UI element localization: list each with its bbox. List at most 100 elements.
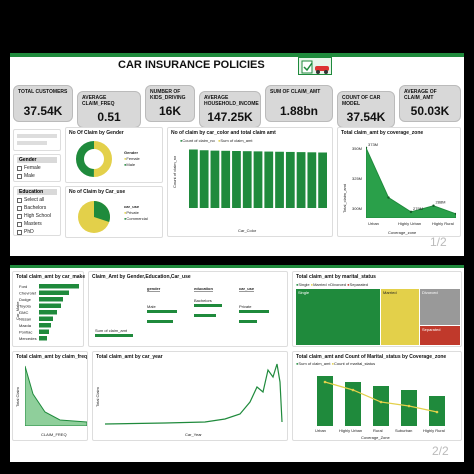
bar[interactable] bbox=[39, 310, 57, 315]
line-series[interactable] bbox=[105, 363, 283, 425]
data-point[interactable] bbox=[435, 410, 439, 414]
gender-slicer[interactable]: Gender Female Male bbox=[13, 154, 61, 182]
tree-node-bar[interactable] bbox=[147, 320, 173, 323]
bar[interactable] bbox=[264, 151, 274, 208]
tree-root-bar[interactable] bbox=[95, 334, 133, 337]
checkbox[interactable] bbox=[17, 173, 22, 179]
tree-node-header[interactable]: car_use bbox=[239, 286, 255, 292]
option-label: Select all bbox=[24, 197, 45, 203]
education-slicer-title: Education bbox=[17, 189, 57, 195]
donut-slice-male[interactable] bbox=[76, 141, 112, 177]
data-point[interactable] bbox=[379, 400, 383, 404]
checkbox[interactable] bbox=[17, 205, 22, 211]
combo-legend: ●Sum of claim_amt ●Count of marital_stat… bbox=[296, 361, 376, 366]
data-point[interactable] bbox=[454, 212, 456, 216]
treemap-tile-divorced[interactable]: Divorced bbox=[420, 289, 460, 325]
checkbox[interactable] bbox=[17, 197, 22, 203]
treemap-tile-single[interactable]: Single bbox=[296, 289, 380, 345]
bar[interactable] bbox=[39, 297, 63, 302]
kpi-label: AVERAGE OF CLAIM_AMT bbox=[404, 89, 437, 101]
bar[interactable] bbox=[210, 150, 220, 208]
bar[interactable] bbox=[296, 152, 306, 208]
education-option-bachelors[interactable]: Bachelors bbox=[17, 205, 46, 211]
tree-node-bar[interactable] bbox=[194, 304, 222, 307]
bar[interactable] bbox=[39, 316, 53, 322]
education-option-high-school[interactable]: High School bbox=[17, 213, 51, 219]
car-insurance-logo-icon bbox=[298, 57, 332, 75]
area-series[interactable] bbox=[366, 147, 456, 218]
gender-option-male[interactable]: Male bbox=[17, 173, 35, 179]
tree-node-bar[interactable] bbox=[239, 310, 269, 313]
data-point[interactable] bbox=[409, 210, 413, 214]
x-axis-label: Car_Color bbox=[238, 228, 257, 233]
bar[interactable] bbox=[39, 303, 61, 309]
bar[interactable] bbox=[345, 382, 361, 426]
legend-label: Separated bbox=[349, 282, 369, 287]
checkbox[interactable] bbox=[17, 165, 22, 171]
bar[interactable] bbox=[39, 336, 47, 341]
kpi-label: AVERAGE HOUSEHOLD_INCOME bbox=[204, 95, 259, 107]
slicer-bar[interactable] bbox=[17, 141, 47, 145]
education-option-masters[interactable]: Masters bbox=[17, 221, 42, 227]
bar[interactable] bbox=[189, 149, 198, 209]
marital-status-treemap-panel: Total claim_amt by marital_status ●Singl… bbox=[292, 271, 462, 347]
legend-label: Sum of claim_amt bbox=[220, 138, 253, 143]
option-label: Male bbox=[24, 173, 35, 179]
checkbox[interactable] bbox=[17, 213, 22, 219]
checkbox[interactable] bbox=[17, 221, 22, 227]
x-tick: Rural bbox=[373, 428, 383, 433]
x-tick: Highly Urban bbox=[398, 221, 422, 226]
checkbox[interactable] bbox=[17, 229, 22, 235]
bar[interactable] bbox=[39, 284, 79, 289]
y-tick: Chevrolet bbox=[19, 291, 37, 296]
bar[interactable] bbox=[221, 150, 231, 208]
bar[interactable] bbox=[285, 151, 295, 208]
bar[interactable] bbox=[242, 151, 252, 208]
y-tick: Pontiac bbox=[19, 330, 32, 335]
bar[interactable] bbox=[318, 152, 327, 209]
tree-node-bar[interactable] bbox=[194, 314, 216, 317]
education-slicer[interactable]: Education Select all Bachelors High Scho… bbox=[13, 186, 61, 236]
bar[interactable] bbox=[275, 151, 284, 208]
generic-slicer[interactable] bbox=[13, 129, 61, 151]
tree-node-bar[interactable] bbox=[147, 310, 177, 313]
data-point[interactable] bbox=[407, 404, 411, 408]
x-axis-label: Coverage_zone bbox=[388, 230, 417, 235]
bar[interactable] bbox=[373, 386, 389, 426]
bar[interactable] bbox=[317, 376, 333, 426]
car-color-bar-chart bbox=[189, 149, 327, 209]
bar[interactable] bbox=[39, 290, 69, 296]
tree-node-label: Bachelors bbox=[194, 298, 212, 303]
bar[interactable] bbox=[39, 329, 49, 335]
data-point[interactable] bbox=[432, 204, 435, 207]
panel-title: Total claim_amt by claim_freq bbox=[16, 354, 88, 360]
treemap-tile-separated[interactable]: Separated bbox=[420, 326, 460, 345]
tree-node-header[interactable]: gender bbox=[147, 286, 161, 292]
tree-node-bar[interactable] bbox=[239, 320, 257, 323]
bar[interactable] bbox=[401, 390, 417, 426]
legend-label: Single bbox=[298, 282, 310, 287]
tree-node-header[interactable]: education bbox=[194, 286, 213, 292]
treemap-tile-married[interactable]: Married bbox=[381, 289, 419, 345]
bar[interactable] bbox=[39, 323, 51, 328]
bar[interactable] bbox=[307, 152, 317, 208]
x-tick: Urban bbox=[368, 221, 379, 226]
data-point[interactable] bbox=[387, 196, 390, 199]
bar[interactable] bbox=[232, 151, 241, 208]
education-option-select-all[interactable]: Select all bbox=[17, 197, 44, 203]
data-point[interactable] bbox=[351, 388, 355, 392]
education-option-phd[interactable]: PhD bbox=[17, 229, 34, 235]
tile-label: Single bbox=[298, 290, 310, 295]
gender-option-female[interactable]: Female bbox=[17, 165, 41, 171]
data-point[interactable] bbox=[366, 146, 368, 149]
option-label: Bachelors bbox=[24, 205, 47, 211]
pie-slice-commercial[interactable] bbox=[94, 201, 111, 222]
legend-item-male: ●Male bbox=[124, 162, 136, 167]
slicer-bar[interactable] bbox=[17, 134, 57, 138]
x-tick: Suburban bbox=[395, 428, 413, 433]
data-point[interactable] bbox=[323, 380, 327, 384]
bar[interactable] bbox=[253, 151, 263, 208]
area-series[interactable] bbox=[25, 365, 87, 426]
bar[interactable] bbox=[199, 150, 209, 208]
